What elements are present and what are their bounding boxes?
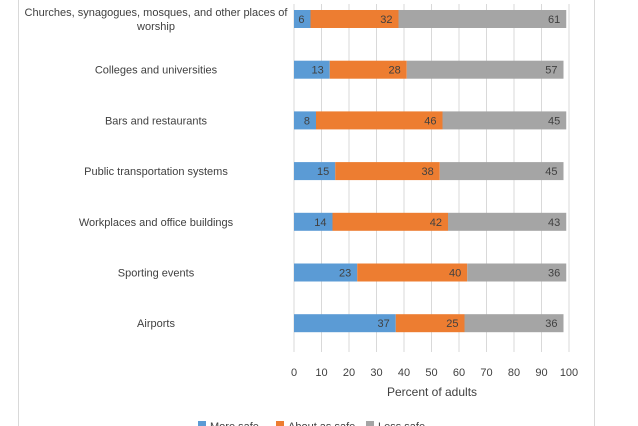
data-label: 32 [380, 14, 392, 26]
data-label: 37 [378, 318, 390, 330]
data-label: 14 [314, 217, 326, 229]
bar-more-safe [294, 111, 316, 130]
x-tick-label: 50 [425, 367, 437, 379]
x-tick-label: 10 [315, 367, 327, 379]
bar-about-as-safe [395, 314, 465, 333]
bar-less-safe [398, 10, 567, 28]
bar-about-as-safe [316, 111, 443, 130]
data-label: 61 [548, 14, 560, 26]
category-label: Bars and restaurants [105, 115, 208, 127]
bar-about-as-safe [332, 212, 448, 231]
bar-about-as-safe [357, 263, 468, 282]
bar-less-safe [464, 314, 564, 333]
data-label: 28 [389, 65, 401, 77]
bar-more-safe [294, 314, 396, 333]
bar-more-safe [294, 212, 333, 231]
data-label: 13 [312, 65, 324, 77]
data-label: 15 [317, 166, 329, 178]
x-axis-ticks: 0 10 20 30 40 50 60 70 80 90 100 [291, 367, 578, 379]
bar-more-safe [294, 10, 311, 28]
bar-about-as-safe [310, 10, 399, 28]
x-tick-label: 60 [453, 367, 465, 379]
chart-frame [18, 0, 595, 426]
bar-less-safe [442, 111, 567, 130]
bar-less-safe [467, 263, 567, 282]
legend: More safe About as safe Less safe [198, 421, 425, 426]
data-label: 36 [548, 268, 560, 280]
x-tick-label: 30 [370, 367, 382, 379]
x-axis-title: Percent of adults [387, 385, 477, 399]
data-label: 8 [304, 115, 310, 127]
legend-swatch [198, 421, 206, 426]
data-label: 23 [339, 268, 351, 280]
category-label: Churches, synagogues, mosques, and other… [25, 7, 289, 33]
data-label: 40 [449, 268, 461, 280]
data-label: 45 [545, 166, 557, 178]
data-label: 46 [424, 115, 436, 127]
category-label: Public transportation systems [84, 166, 228, 178]
x-tick-label: 100 [560, 367, 578, 379]
x-tick-label: 40 [398, 367, 410, 379]
category-label: Sporting events [118, 268, 195, 280]
bars: 6 32 61 13 28 57 8 46 45 15 38 45 14 42 43 23 40 36 37 25 36 [294, 10, 567, 333]
category-label: Workplaces and office buildings [79, 217, 234, 229]
x-tick-label: 80 [508, 367, 520, 379]
data-label: 38 [422, 166, 434, 178]
data-label: 25 [446, 318, 458, 330]
data-label: 43 [548, 217, 560, 229]
x-tick-label: 20 [343, 367, 355, 379]
legend-label: Less safe [378, 421, 425, 426]
bar-more-safe [294, 162, 336, 181]
x-tick-label: 90 [535, 367, 547, 379]
legend-swatch [276, 421, 284, 426]
legend-label: About as safe [288, 421, 355, 426]
bar-about-as-safe [335, 162, 440, 181]
category-label: Colleges and universities [95, 65, 218, 77]
category-label: Airports [137, 318, 175, 330]
bar-less-safe [439, 162, 564, 181]
x-tick-label: 0 [291, 367, 297, 379]
bar-more-safe [294, 263, 358, 282]
legend-swatch [366, 421, 374, 426]
data-label: 6 [298, 14, 304, 26]
category-labels: Churches, synagogues, mosques, and other… [25, 7, 289, 330]
data-label: 45 [548, 115, 560, 127]
bar-about-as-safe [329, 60, 407, 79]
legend-label: More safe [210, 421, 259, 426]
bar-less-safe [448, 212, 567, 231]
bar-less-safe [406, 60, 564, 79]
data-label: 36 [545, 318, 557, 330]
x-tick-label: 70 [480, 367, 492, 379]
data-label: 42 [430, 217, 442, 229]
data-label: 57 [545, 65, 557, 77]
bar-more-safe [294, 60, 330, 79]
